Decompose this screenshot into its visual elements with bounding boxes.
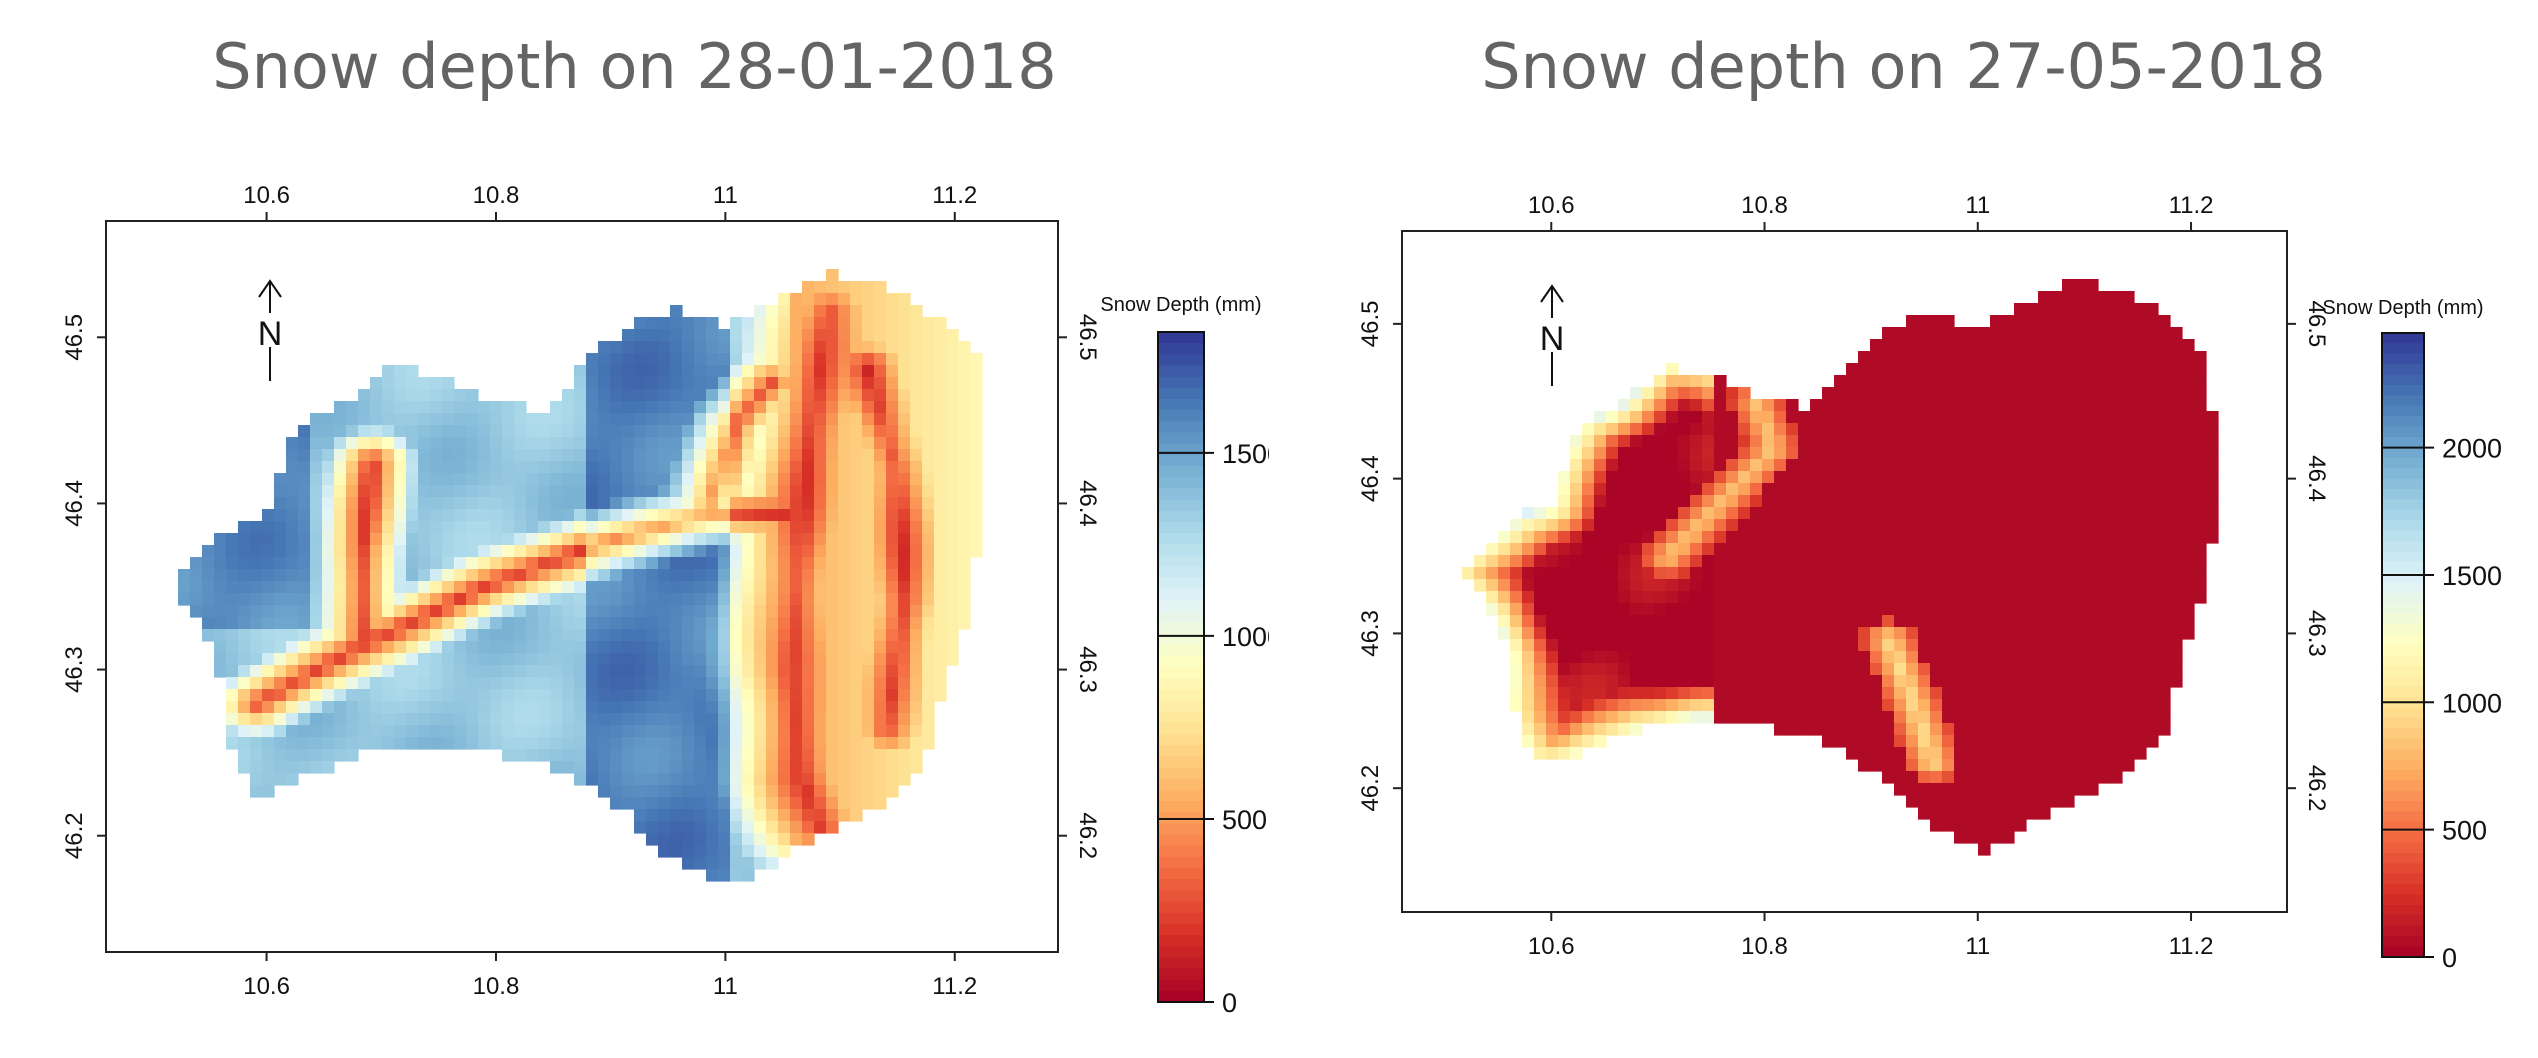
colorbar-title: Snow Depth (mm)	[2322, 297, 2483, 319]
lat-tick-label-left: 46.4	[61, 480, 88, 527]
north-arrow-icon: N	[1539, 284, 1565, 386]
map-frame	[1401, 230, 2288, 913]
lat-tick-label-right: 46.5	[1074, 314, 1101, 361]
lon-tick-label-bottom: 11.2	[932, 973, 977, 1000]
lat-tick-label-right: 46.4	[2303, 455, 2330, 502]
lon-tick-label-bottom: 10.8	[1741, 933, 1788, 960]
lat-tick-label-right: 46.2	[2303, 765, 2330, 812]
lon-tick-label-top: 11	[713, 182, 738, 209]
lat-tick-label-right: 46.5	[2303, 301, 2330, 348]
colorbar-tick-label: 2000	[2442, 434, 2502, 464]
north-label: N	[1540, 320, 1565, 358]
lon-tick-label-top: 11.2	[2169, 192, 2214, 219]
lon-tick-label-bottom: 11	[713, 973, 738, 1000]
lon-tick-label-top: 10.6	[243, 182, 290, 209]
lat-tick-label-right: 46.4	[1074, 480, 1101, 527]
lon-tick-label-bottom: 10.8	[473, 973, 520, 1000]
lat-tick-label-left: 46.5	[61, 314, 88, 361]
colorbar-tick-label: 500	[1222, 805, 1267, 835]
north-arrow-icon: N	[257, 279, 283, 381]
lat-tick-label-right: 46.3	[2303, 610, 2330, 657]
snow-depth-raster	[1462, 279, 2219, 856]
lon-tick-label-top: 10.8	[1741, 192, 1788, 219]
colorbar-tick-label: 0	[1222, 988, 1237, 1018]
map-figure: 10.6 10.6 10.8 10.8 11 11 11.2 11.2 46.5 46.5 46.4…	[1357, 192, 2502, 973]
lat-tick-label-right: 46.3	[1074, 646, 1101, 693]
lon-tick-label-bottom: 10.6	[243, 973, 290, 1000]
colorbar-title: Snow Depth (mm)	[1100, 294, 1261, 316]
lon-tick-label-bottom: 10.6	[1528, 933, 1575, 960]
colorbar: 0 500 1000 1500	[1157, 331, 1269, 1018]
lon-tick-label-bottom: 11	[1965, 933, 1990, 960]
lon-tick-label-top: 10.6	[1528, 192, 1575, 219]
snow-depth-raster	[178, 269, 983, 882]
map-title: Snow depth on 28-01-2018	[212, 30, 1057, 103]
lat-tick-label-left: 46.4	[1357, 455, 1384, 502]
lat-tick-label-left: 46.2	[61, 812, 88, 859]
snow-depth-map-panel-january: Snow depth on 28-01-2018 10.6 10.6 10.8 10.…	[61, 30, 1269, 1018]
lon-tick-label-top: 11.2	[932, 182, 977, 209]
map-frame	[105, 220, 1059, 953]
lat-tick-label-right: 46.2	[1074, 812, 1101, 859]
lon-tick-label-top: 10.8	[473, 182, 520, 209]
lat-tick-label-left: 46.2	[1357, 765, 1384, 812]
colorbar-tick-label: 1500	[2442, 561, 2502, 591]
lat-tick-label-left: 46.3	[61, 646, 88, 693]
colorbar-tick-label: 1000	[1222, 622, 1269, 652]
lat-tick-label-left: 46.3	[1357, 610, 1384, 657]
north-label: N	[258, 315, 283, 353]
lon-tick-label-bottom: 11.2	[2169, 933, 2214, 960]
colorbar-tick-label: 500	[2442, 816, 2487, 846]
colorbar: 0 500 1000 1500 2000	[2381, 332, 2502, 973]
lat-tick-label-left: 46.5	[1357, 301, 1384, 348]
snow-depth-map-panel-may: Snow depth on 27-05-2018 10.6 10.6 10.8 10.…	[1269, 0, 2538, 1058]
colorbar-tick-label: 1500	[1222, 439, 1269, 469]
colorbar-tick-label: 1000	[2442, 688, 2502, 718]
colorbar-tick-label: 0	[2442, 943, 2457, 973]
lon-tick-label-top: 11	[1965, 192, 1990, 219]
map-title: Snow depth on 27-05-2018	[1481, 30, 2326, 103]
map-figure: 10.6 10.6 10.8 10.8 11 11 11.2 11.2 46.5 46.5 46.4…	[61, 182, 1269, 1018]
